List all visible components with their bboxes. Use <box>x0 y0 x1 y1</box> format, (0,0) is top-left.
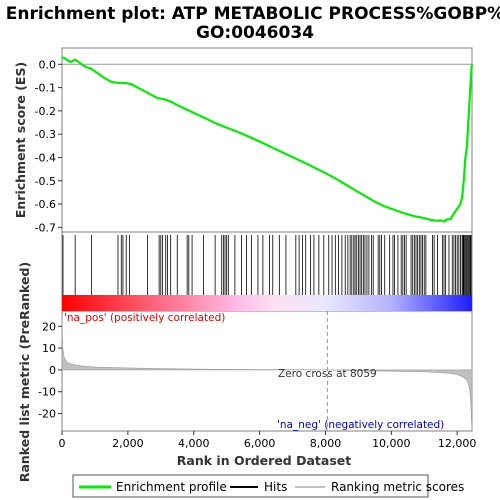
metric-tick-label: -20 <box>38 408 56 421</box>
enrichment-profile-series <box>61 56 474 223</box>
es-tick-label: -0.2 <box>35 105 56 118</box>
metric-axis-title: Ranked list metric (PreRanked) <box>17 262 32 482</box>
ranking-metric-series <box>61 317 473 429</box>
metric-axis-ticks: 20 10 0 -10 -20 <box>38 320 62 421</box>
enrichment-profile-line <box>61 56 474 223</box>
chart-title-line1: Enrichment plot: ATP METABOLIC PROCESS%G… <box>6 4 500 24</box>
x-tick-label: 8,000 <box>310 437 342 450</box>
negative-correlation-label: 'na_neg' (negatively correlated) <box>277 419 444 431</box>
es-tick-label: -0.4 <box>35 151 56 164</box>
metric-tick-label: 10 <box>42 342 56 355</box>
es-tick-label: -0.3 <box>35 128 56 141</box>
es-tick-label: -0.5 <box>35 175 56 188</box>
legend: Enrichment profile Hits Ranking metric s… <box>72 474 464 498</box>
x-tick-label: 2,000 <box>112 437 144 450</box>
es-axis-ticks: 0.0 -0.1 -0.2 -0.3 -0.4 -0.5 -0.6 -0.7 <box>35 58 62 234</box>
zero-cross-label: Zero cross at 8059 <box>278 368 377 380</box>
metric-tick-label: -10 <box>38 386 56 399</box>
es-tick-label: -0.1 <box>35 82 56 95</box>
es-panel <box>61 47 473 233</box>
x-tick-label: 12,000 <box>438 437 477 450</box>
x-tick-label: 6,000 <box>244 437 276 450</box>
x-tick-label: 0 <box>59 437 66 450</box>
es-tick-label: -0.6 <box>35 198 56 211</box>
x-tick-label: 10,000 <box>372 437 411 450</box>
metric-tick-label: 20 <box>42 320 56 333</box>
x-axis-title: Rank in Ordered Dataset <box>177 453 351 468</box>
es-tick-label: -0.7 <box>35 221 56 234</box>
x-axis-ticks: 0 2,000 4,000 6,000 8,000 10,000 12,000 <box>59 431 477 450</box>
rank-color-bar <box>62 295 472 311</box>
legend-label-metric: Ranking metric scores <box>331 480 464 494</box>
ranking-metric-area <box>61 317 473 429</box>
positive-correlation-label: 'na_pos' (positively correlated) <box>64 312 225 324</box>
chart-title-line2: GO:0046034 <box>196 23 314 43</box>
metric-tick-label: 0 <box>49 364 56 377</box>
x-tick-label: 4,000 <box>178 437 210 450</box>
hit-marks <box>62 235 472 295</box>
legend-label-enrichment: Enrichment profile <box>116 480 227 494</box>
legend-label-hits: Hits <box>264 480 287 494</box>
es-axis-title: Enrichment score (ES) <box>13 62 28 218</box>
es-tick-label: 0.0 <box>39 58 57 71</box>
